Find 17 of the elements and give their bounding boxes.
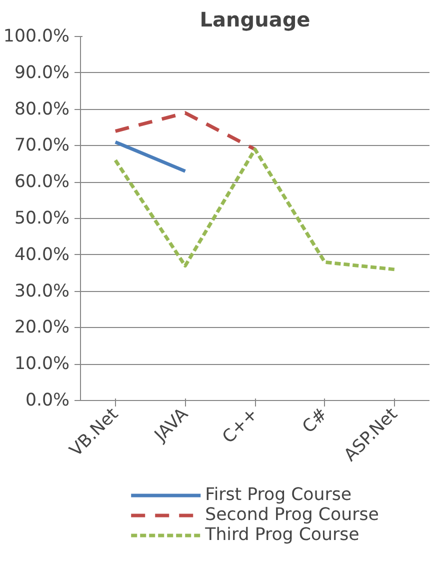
y-tick-label: 90.0%	[14, 62, 70, 83]
legend-label: Third Prog Course	[205, 525, 360, 545]
y-tick-label: 10.0%	[14, 354, 70, 374]
y-tick-label: 0.0%	[25, 390, 70, 410]
y-tick-label: 50.0%	[14, 208, 70, 228]
x-tick-label: C#	[298, 404, 332, 438]
y-tick-label: 60.0%	[14, 172, 70, 192]
y-tick-label: 100.0%	[3, 26, 70, 46]
y-tick-label: 70.0%	[14, 136, 70, 156]
y-tick-label: 30.0%	[14, 281, 70, 302]
y-tick-label: 80.0%	[14, 99, 70, 120]
y-tick-label: 40.0%	[14, 244, 70, 265]
line-series	[114, 148, 396, 272]
chart-title: Language	[200, 8, 310, 32]
legend-label: Second Prog Course	[205, 505, 379, 525]
y-tick-label: 20.0%	[14, 318, 70, 338]
legend-label: First Prog Course	[205, 485, 352, 505]
